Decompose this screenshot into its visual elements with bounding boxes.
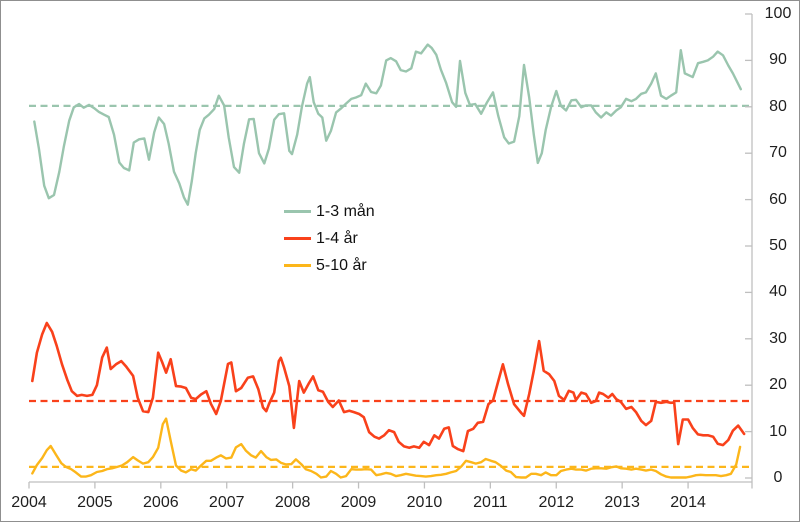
y-axis-tick-label: 60 [769, 190, 787, 208]
x-axis-tick-label: 2014 [670, 494, 706, 511]
legend-label-1-4-ar: 1-4 år [316, 229, 358, 247]
y-axis-tick-label: 90 [769, 51, 787, 69]
x-axis-tick-label: 2013 [604, 494, 640, 511]
y-axis-tick-label: 40 [769, 283, 787, 301]
x-axis-tick-label: 2010 [406, 494, 443, 511]
y-axis-tick-label: 100 [764, 5, 792, 22]
x-axis-tick-label: 2007 [208, 494, 245, 511]
x-axis-tick-label: 2008 [274, 494, 311, 511]
legend-item-1-3-man: 1-3 mån [284, 198, 375, 225]
legend-label-5-10-ar: 5-10 år [316, 256, 367, 274]
y-axis-tick-label: 10 [769, 422, 787, 440]
y-axis-tick-label: 30 [769, 329, 787, 347]
legend-line-icon-5-10-ar [284, 264, 311, 267]
y-axis-tick-label: 0 [773, 469, 783, 486]
legend-item-1-4-ar: 1-4 år [284, 225, 375, 252]
y-axis-tick-label: 20 [769, 376, 787, 394]
y-axis-tick-label: 70 [769, 144, 787, 162]
legend-label-1-3-man: 1-3 mån [316, 202, 375, 220]
legend-line-icon-1-3-man [284, 210, 311, 213]
x-axis-tick-label: 2012 [538, 494, 575, 511]
y-axis-tick-label: 50 [769, 237, 787, 254]
series-line-1 [30, 321, 746, 453]
x-axis-tick-label: 2009 [340, 494, 377, 511]
x-axis-tick-label: 2004 [11, 494, 47, 511]
y-axis-tick-label: 80 [769, 97, 787, 115]
x-axis-tick-label: 2006 [143, 494, 179, 511]
series-line-0 [33, 43, 742, 206]
x-axis-tick-label: 2011 [473, 494, 508, 511]
series-line-2 [31, 417, 742, 479]
chart-legend: 1-3 mån 1-4 år 5-10 år [284, 198, 375, 279]
x-axis-tick-label: 2005 [77, 494, 113, 511]
legend-line-icon-1-4-ar [284, 237, 311, 240]
legend-item-5-10-ar: 5-10 år [284, 252, 375, 279]
